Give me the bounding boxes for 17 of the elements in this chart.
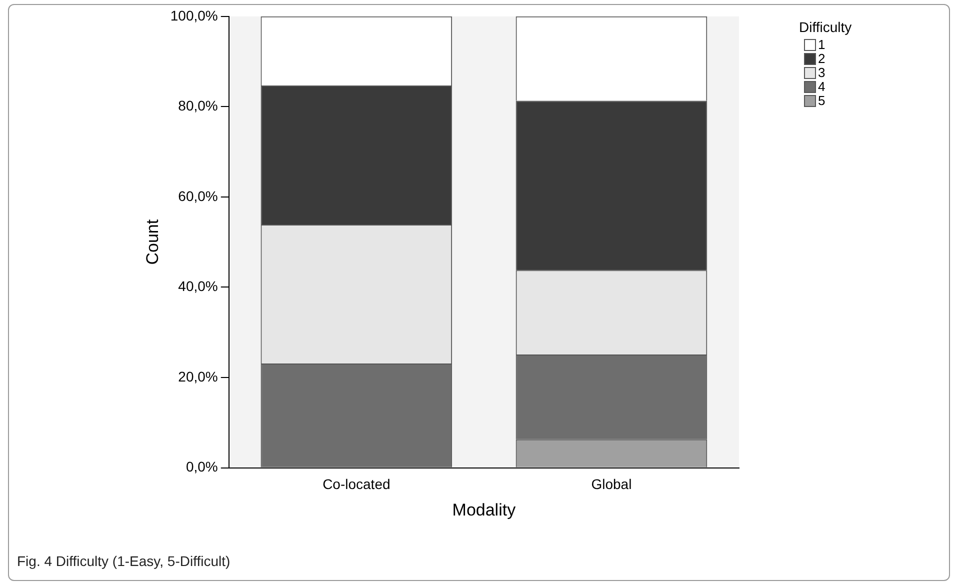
legend-title: Difficulty	[799, 19, 852, 35]
legend-label: 3	[818, 65, 826, 80]
y-tick-label: 60,0%	[178, 188, 218, 204]
legend-label: 4	[818, 79, 826, 94]
y-tick-label: 0,0%	[186, 458, 218, 475]
y-tick-label: 80,0%	[178, 98, 218, 114]
x-axis-title: Modality	[452, 500, 516, 520]
caption: Fig. 4 Difficulty (1-Easy, 5-Difficult)	[17, 553, 230, 569]
y-axis-title: Count	[142, 219, 162, 265]
legend-label: 5	[818, 93, 826, 108]
x-tick-label: Global	[591, 476, 632, 492]
x-tick-label: Co-located	[322, 476, 390, 492]
legend-label: 2	[818, 51, 826, 66]
y-tick-label: 40,0%	[178, 278, 218, 294]
text: 1	[818, 37, 826, 52]
y-tick-label: 20,0%	[178, 368, 218, 384]
y-tick-label: 100,0%	[170, 7, 218, 24]
